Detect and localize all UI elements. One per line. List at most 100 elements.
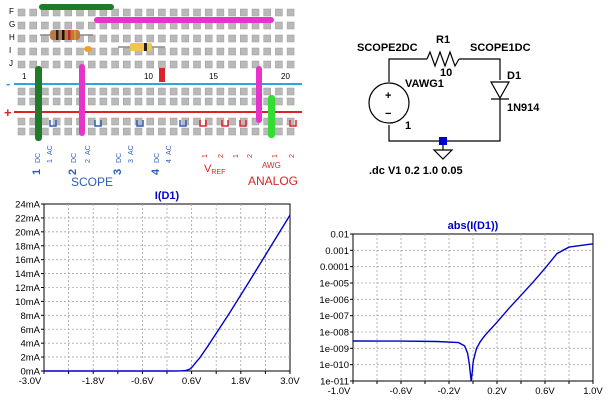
breadboard-hole xyxy=(158,97,166,106)
scope-pin-4-dc: DC xyxy=(154,153,161,163)
breadboard-hole xyxy=(134,127,143,136)
breadboard-hole xyxy=(76,21,84,30)
x-tick-label: 1.0V xyxy=(583,386,603,397)
breadboard-hole xyxy=(216,87,225,96)
resistor-symbol[interactable] xyxy=(426,50,460,68)
scope-pin-1-ac: AC xyxy=(47,145,54,155)
source-minus-sign: − xyxy=(385,108,391,120)
breadboard-hole xyxy=(193,60,201,69)
diode-symbol[interactable] xyxy=(489,81,511,100)
breadboard-hole xyxy=(123,8,131,17)
breadboard-hole xyxy=(64,97,73,106)
breadboard-hole xyxy=(193,21,201,30)
breadboard-hole xyxy=(87,34,96,43)
breadboard-hole xyxy=(123,117,131,126)
breadboard-hole xyxy=(111,34,119,43)
y-tick-label: 14mA xyxy=(15,269,40,280)
magenta-wire-right-vertical[interactable] xyxy=(256,66,262,123)
breadboard-hole xyxy=(216,34,225,43)
breadboard-hole xyxy=(228,127,236,136)
breadboard-hole xyxy=(17,60,26,69)
magenta-wire-top[interactable] xyxy=(94,17,274,23)
breadboard-hole xyxy=(29,21,37,30)
y-tick-label: 12mA xyxy=(15,283,40,294)
breadboard-hole xyxy=(123,21,131,30)
y-tick-label: 18mA xyxy=(15,241,40,252)
breadboard-hole xyxy=(216,47,225,56)
chart-current-linear: I(D1) -3.0V -1.8V -0.6V 0.6V 1.8V 3.0V 0mA 2mA 4m… xyxy=(15,190,300,387)
breadboard-hole xyxy=(216,8,225,17)
voltage-source-symbol[interactable]: + − xyxy=(368,82,410,124)
breadboard-hole xyxy=(134,117,143,126)
chart-title: abs(I(D1)) xyxy=(448,220,499,232)
breadboard-hole xyxy=(181,97,190,106)
breadboard-hole xyxy=(52,97,61,106)
breadboard-hole xyxy=(275,8,283,17)
x-tick-label: 3.0V xyxy=(280,376,300,387)
scope-pin-1: 1 xyxy=(31,169,43,175)
green-wire-top[interactable] xyxy=(39,4,114,10)
breadboard-hole xyxy=(158,60,166,69)
y-tick-label: 1e-011 xyxy=(320,377,349,388)
scope-pin-2: 2 xyxy=(67,169,79,175)
breadboard-hole xyxy=(228,97,236,106)
breadboard-hole xyxy=(275,97,283,106)
breadboard-hole xyxy=(240,127,248,136)
source-value-label: 1 xyxy=(405,120,411,132)
col-number-15: 15 xyxy=(209,72,218,81)
breadboard-hole xyxy=(87,97,96,106)
y-tick-label: 0mA xyxy=(20,367,40,378)
breadboard-hole xyxy=(275,117,283,126)
node-label-scope1dc: SCOPE1DC xyxy=(470,42,531,54)
breadboard-hole xyxy=(263,8,271,17)
breadboard-hole xyxy=(87,127,96,136)
breadboard-hole xyxy=(216,21,225,30)
breadboard-hole xyxy=(87,21,96,30)
breadboard-hole xyxy=(158,117,166,126)
breadboard-hole xyxy=(64,21,73,30)
breadboard-hole xyxy=(64,8,73,17)
breadboard-hole xyxy=(87,8,96,17)
resistor-value-label: 10 xyxy=(440,67,452,79)
scope-connector-marks xyxy=(49,120,187,127)
vref-pin-2a: 2 xyxy=(218,154,225,158)
breadboard-hole xyxy=(158,34,166,43)
breadboard-hole xyxy=(181,21,190,30)
breadboard-hole xyxy=(134,87,143,96)
breadboard-hole xyxy=(286,87,295,96)
orange-jumper-end xyxy=(84,46,92,52)
breadboard-hole xyxy=(123,97,131,106)
red-wire-short[interactable] xyxy=(159,68,165,82)
node-label-scope2dc: SCOPE2DC xyxy=(357,42,418,54)
breadboard-hole xyxy=(228,117,236,126)
breadboard-hole xyxy=(52,127,61,136)
scope-pin-labels: 1 DC 1 AC 2 DC 2 AC 3 DC 3 AC 4 DC 4 AC xyxy=(31,145,173,175)
breadboard-hole xyxy=(169,127,178,136)
breadboard-hole xyxy=(158,87,166,96)
breadboard-hole xyxy=(193,8,201,17)
x-tick-label: 0.2V xyxy=(487,386,507,397)
breadboard-hole xyxy=(41,60,49,69)
magenta-wire-left-vertical[interactable] xyxy=(79,64,85,136)
y-tick-label: 0.001 xyxy=(325,246,349,257)
breadboard-hole xyxy=(216,117,225,126)
green-wire-vertical[interactable] xyxy=(35,66,42,141)
diode-component[interactable] xyxy=(118,43,165,51)
breadboard-hole xyxy=(64,60,73,69)
y-tick-label: 8mA xyxy=(20,311,40,322)
breadboard-hole xyxy=(41,47,49,56)
breadboard-hole xyxy=(17,8,26,17)
resistor-component[interactable] xyxy=(40,30,93,40)
breadboard-hole xyxy=(181,34,190,43)
scope-pin-2b: 2 xyxy=(85,159,92,163)
scope-pin-2-dc: DC xyxy=(71,153,78,163)
breadboard-hole xyxy=(158,127,166,136)
light-green-wire[interactable] xyxy=(268,95,275,138)
breadboard-hole xyxy=(169,34,178,43)
scope-pin-2-ac: AC xyxy=(85,145,92,155)
breadboard-hole xyxy=(181,8,190,17)
minus-rail-label: - xyxy=(6,76,10,91)
breadboard-hole xyxy=(240,60,248,69)
scope-pin-1b: 1 xyxy=(47,159,54,163)
